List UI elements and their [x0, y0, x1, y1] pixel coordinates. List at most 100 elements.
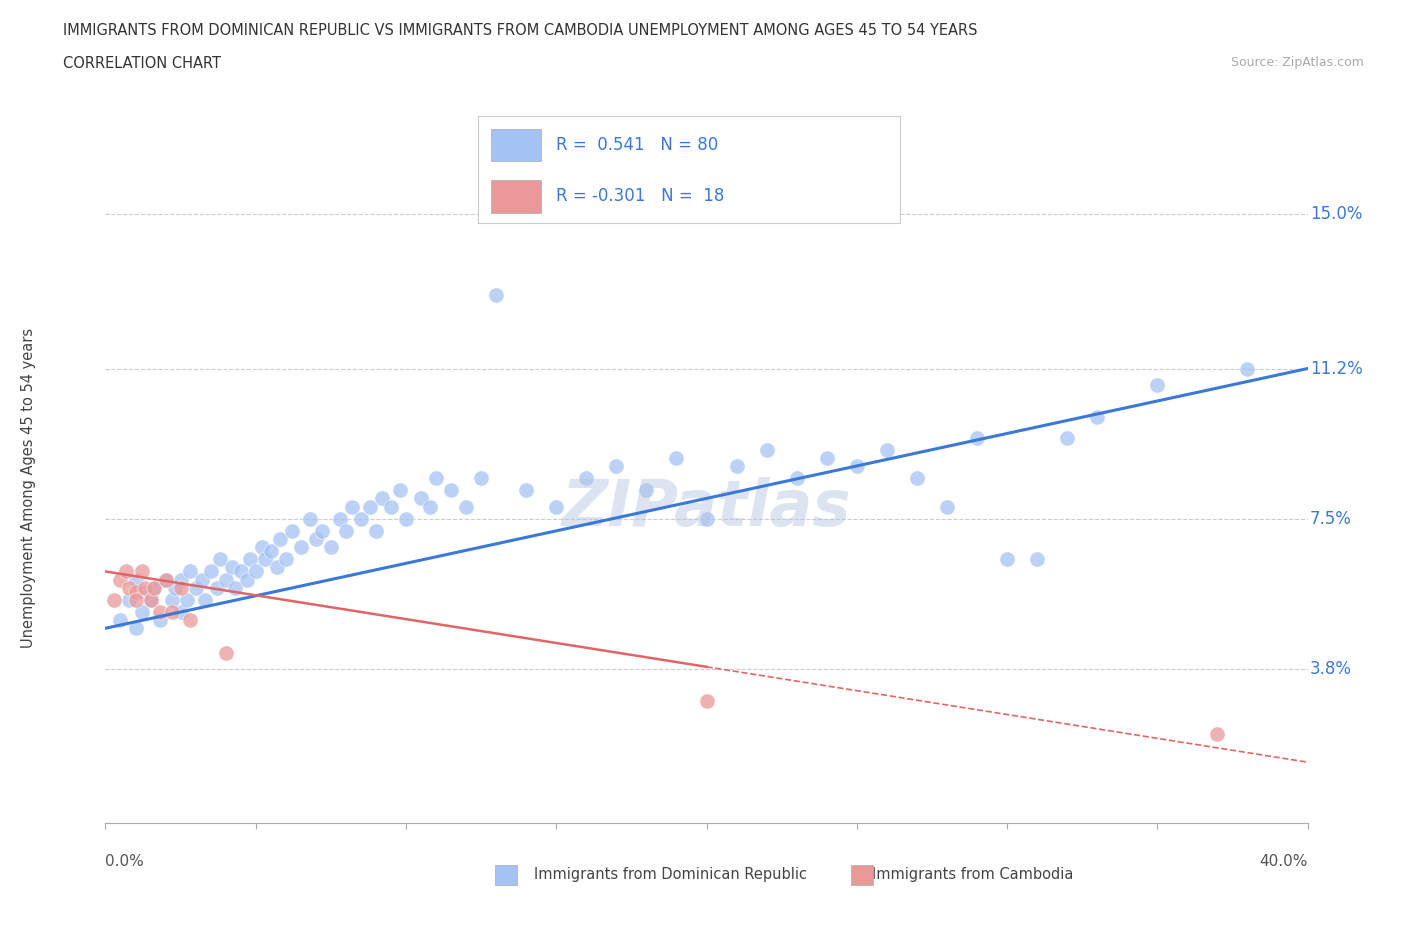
Text: 11.2%: 11.2% [1310, 360, 1362, 378]
Text: R =  0.541   N = 80: R = 0.541 N = 80 [557, 136, 718, 154]
Point [311, 524, 333, 538]
Point [696, 694, 718, 709]
Point [155, 572, 177, 587]
Point [359, 499, 381, 514]
Point [395, 512, 418, 526]
Point [208, 551, 231, 566]
Point [124, 592, 146, 607]
Point [124, 572, 146, 587]
Point [235, 572, 257, 587]
Point [876, 443, 898, 458]
Point [485, 288, 508, 303]
Text: R = -0.301   N =  18: R = -0.301 N = 18 [557, 188, 724, 206]
Point [340, 499, 363, 514]
FancyBboxPatch shape [491, 180, 541, 213]
Point [131, 604, 153, 619]
Point [118, 580, 141, 595]
Point [176, 592, 198, 607]
Point [169, 572, 191, 587]
Point [142, 580, 165, 595]
Point [194, 592, 217, 607]
Text: Source: ZipAtlas.com: Source: ZipAtlas.com [1230, 56, 1364, 69]
Point [546, 499, 568, 514]
Point [260, 544, 283, 559]
Point [335, 524, 357, 538]
Point [470, 471, 492, 485]
Point [169, 580, 191, 595]
Text: ZIPatlas: ZIPatlas [562, 477, 851, 539]
Point [388, 483, 411, 498]
Text: Immigrants from Cambodia: Immigrants from Cambodia [872, 867, 1073, 882]
Point [110, 572, 132, 587]
Point [440, 483, 463, 498]
Point [214, 572, 236, 587]
Point [350, 512, 373, 526]
Point [205, 580, 228, 595]
Point [1206, 726, 1229, 741]
Point [224, 580, 246, 595]
Text: CORRELATION CHART: CORRELATION CHART [63, 56, 221, 71]
Point [755, 443, 778, 458]
Point [139, 592, 162, 607]
Point [142, 580, 165, 595]
Text: 3.8%: 3.8% [1310, 660, 1353, 678]
Point [364, 524, 387, 538]
Point [665, 450, 688, 465]
Point [221, 560, 243, 575]
Point [371, 491, 394, 506]
Point [110, 613, 132, 628]
Text: IMMIGRANTS FROM DOMINICAN REPUBLIC VS IMMIGRANTS FROM CAMBODIA UNEMPLOYMENT AMON: IMMIGRANTS FROM DOMINICAN REPUBLIC VS IM… [63, 23, 977, 38]
Point [290, 539, 312, 554]
Point [253, 551, 276, 566]
Point [200, 564, 222, 578]
Point [575, 471, 598, 485]
Point [515, 483, 537, 498]
Point [636, 483, 658, 498]
Point [155, 572, 177, 587]
Point [250, 539, 273, 554]
Point [124, 584, 146, 599]
Text: Unemployment Among Ages 45 to 54 years: Unemployment Among Ages 45 to 54 years [21, 328, 35, 648]
Point [409, 491, 432, 506]
Point [266, 560, 288, 575]
Text: 0.0%: 0.0% [105, 854, 145, 869]
Text: Immigrants from Dominican Republic: Immigrants from Dominican Republic [534, 867, 807, 882]
Point [966, 430, 988, 445]
Point [163, 580, 186, 595]
FancyBboxPatch shape [491, 129, 541, 161]
Point [190, 572, 212, 587]
Point [160, 592, 183, 607]
Point [229, 564, 252, 578]
Point [274, 551, 297, 566]
Point [329, 512, 352, 526]
Point [454, 499, 477, 514]
Point [995, 551, 1018, 566]
Point [786, 471, 808, 485]
Point [696, 512, 718, 526]
Point [425, 471, 447, 485]
Point [1146, 378, 1168, 392]
Point [305, 532, 328, 547]
Point [1236, 361, 1258, 376]
Point [139, 592, 162, 607]
Point [1056, 430, 1078, 445]
Point [239, 551, 262, 566]
Point [131, 564, 153, 578]
Point [269, 532, 291, 547]
Text: 7.5%: 7.5% [1310, 510, 1351, 527]
Point [169, 604, 191, 619]
Point [845, 458, 868, 473]
Point [245, 564, 267, 578]
Point [380, 499, 402, 514]
Point [605, 458, 627, 473]
Point [134, 584, 156, 599]
Text: 40.0%: 40.0% [1260, 854, 1308, 869]
Point [1026, 551, 1049, 566]
Point [179, 613, 201, 628]
Point [148, 613, 170, 628]
Point [319, 539, 342, 554]
Point [148, 604, 170, 619]
Point [936, 499, 959, 514]
Point [815, 450, 838, 465]
Point [184, 580, 207, 595]
